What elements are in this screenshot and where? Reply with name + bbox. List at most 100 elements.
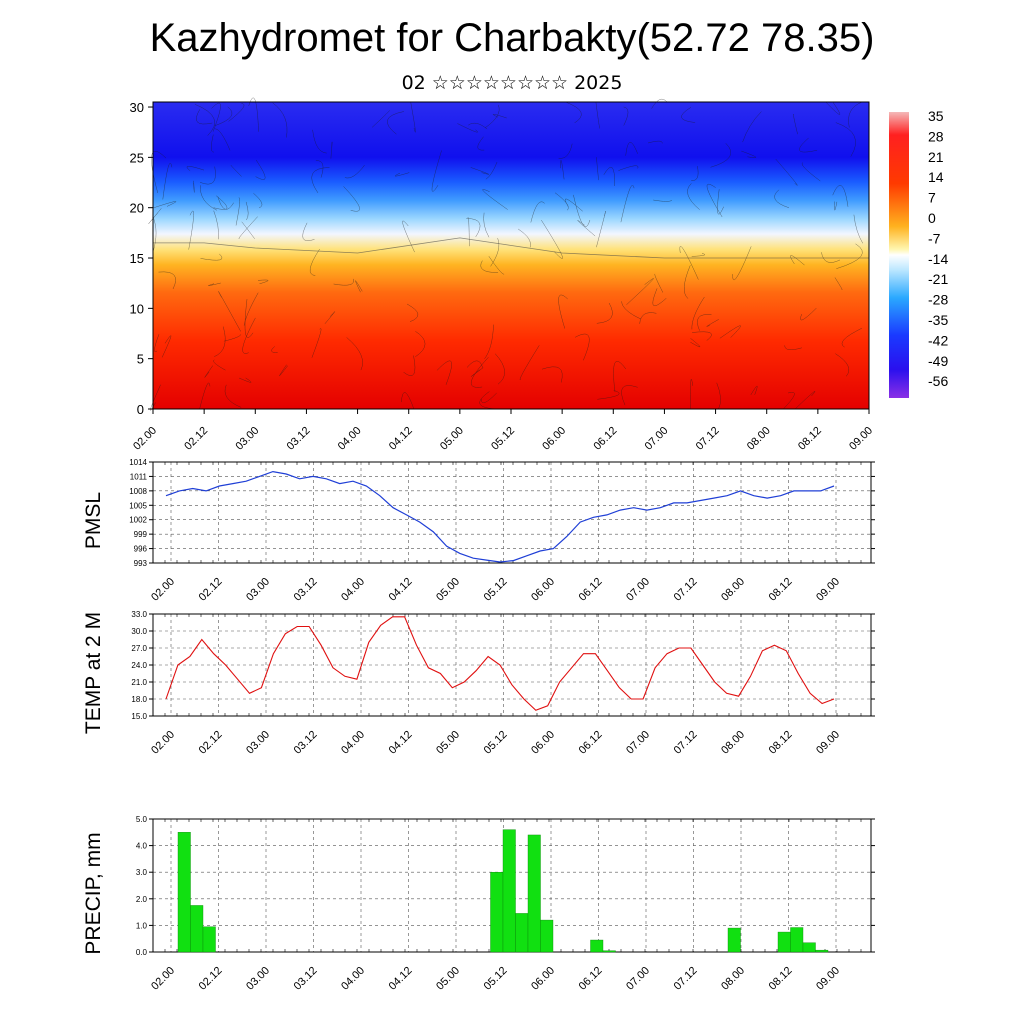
streamline [471, 357, 489, 388]
streamline [238, 377, 252, 383]
x-tick-label: 03.00 [244, 965, 272, 993]
precip-bar [502, 829, 516, 953]
streamline [618, 165, 639, 171]
y-tick-label: 0 [137, 402, 144, 417]
streamline [679, 246, 699, 280]
precip-bar [202, 926, 216, 953]
y-tick-label: 4.0 [136, 842, 148, 851]
y-tick-label: 3.0 [136, 868, 148, 877]
x-tick-label: 03.00 [233, 425, 261, 453]
x-tick-label: 06.00 [529, 576, 557, 604]
x-tick-label: 06.12 [577, 576, 605, 604]
streamline [482, 189, 508, 210]
streamline [639, 312, 657, 324]
x-tick-label: 09.00 [847, 425, 875, 453]
precip-bar [790, 927, 804, 953]
y-tick-label: 2.0 [136, 895, 148, 904]
y-axis-label: PMSL [82, 492, 105, 549]
streamline [199, 382, 211, 410]
streamline [204, 365, 214, 378]
plot-frame [152, 613, 872, 717]
colorbar-label: 21 [928, 149, 944, 165]
x-tick-label: 08.00 [719, 729, 747, 757]
y-tick-label: 1008 [129, 487, 147, 496]
x-tick-label: 02.12 [182, 425, 210, 453]
colorbar-label: 7 [928, 190, 936, 206]
colorbar-label: -21 [928, 271, 948, 287]
y-tick-label: 33.0 [131, 610, 147, 619]
x-tick-label: 04.12 [387, 729, 415, 757]
streamline [214, 128, 231, 151]
streamline [196, 109, 213, 125]
colorbar-label: -7 [928, 230, 941, 246]
y-axis-label: TEMP at 2 M [82, 612, 105, 734]
streamline [574, 333, 590, 361]
streamline [596, 210, 606, 248]
y-tick-label: 30 [130, 100, 144, 115]
colorbar-label: -49 [928, 353, 948, 369]
streamline [214, 326, 226, 357]
streamline [652, 288, 667, 307]
streamline [211, 134, 214, 153]
streamline [199, 166, 216, 185]
streamline [161, 335, 172, 358]
streamline [603, 166, 615, 187]
streamline [530, 201, 545, 223]
x-tick-label: 05.12 [482, 729, 510, 757]
streamline [470, 167, 490, 175]
x-tick-label: 05.12 [482, 965, 510, 993]
streamline [687, 183, 700, 210]
streamline [152, 216, 157, 252]
x-tick-label: 09.00 [814, 965, 842, 993]
x-tick-label: 04.00 [336, 425, 364, 453]
streamline [783, 392, 795, 410]
streamline [800, 307, 817, 321]
streamline [691, 166, 699, 181]
y-tick-label: 5 [137, 352, 144, 367]
colorbar-label: 14 [928, 169, 944, 185]
x-tick-label: 05.12 [482, 576, 510, 604]
y-tick-label: 25 [130, 150, 144, 165]
streamline [793, 113, 798, 135]
streamline [477, 136, 485, 151]
temp-line [165, 616, 835, 711]
streamline [230, 164, 242, 177]
x-tick-label: 06.00 [540, 425, 568, 453]
streamline [835, 353, 850, 377]
streamline [431, 150, 442, 192]
streamline [208, 282, 221, 286]
streamline [309, 248, 320, 276]
y-tick-label: 20 [130, 201, 144, 216]
streamline [213, 359, 226, 371]
streamline [330, 141, 333, 159]
colorbar-label: 28 [928, 128, 944, 144]
x-tick-label: 03.12 [292, 729, 320, 757]
streamline [483, 212, 490, 238]
x-tick-label: 08.00 [719, 965, 747, 993]
x-tick-label: 02.00 [149, 576, 177, 604]
streamline [654, 273, 664, 293]
streamline [625, 142, 638, 156]
x-tick-label: 07.12 [672, 729, 700, 757]
streamline [188, 210, 194, 250]
x-tick-label: 03.00 [244, 576, 272, 604]
colorbar-label: -42 [928, 332, 948, 348]
x-tick-label: 08.12 [767, 965, 795, 993]
streamline [621, 385, 638, 406]
streamline [257, 279, 269, 285]
streamline [799, 137, 818, 153]
precip-bar [727, 927, 741, 953]
streamline [311, 328, 322, 358]
streamline [271, 346, 278, 353]
streamline [775, 158, 798, 186]
x-tick-label: 04.12 [387, 576, 415, 604]
temp-panel: 15.0 18.0 21.0 24.0 27.0 30.0 33.0 02.00 02.12 03… [82, 610, 875, 757]
streamline [312, 129, 327, 154]
streamline [742, 111, 762, 143]
cross-section-panel: 0 5 10 15 20 25 30 02.00 02.12 03.00 03.12 04.00 04.… [130, 97, 875, 453]
freezing-level-contour [153, 237, 869, 259]
streamline [834, 277, 843, 290]
streamline [623, 106, 629, 126]
y-tick-label: 1002 [129, 516, 147, 525]
streamline [519, 345, 540, 381]
